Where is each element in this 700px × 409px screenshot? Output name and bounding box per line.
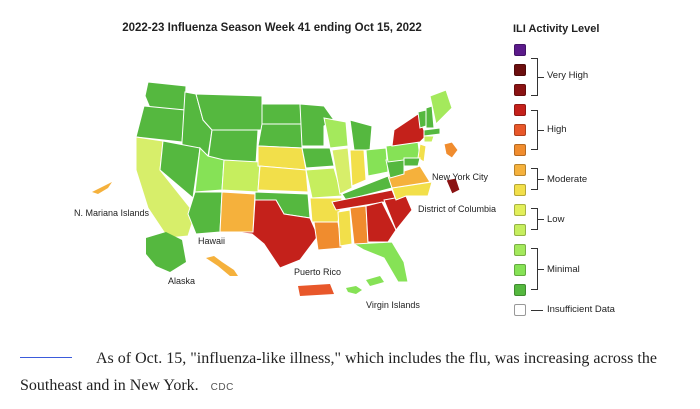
label-dc: District of Columbia	[418, 204, 497, 214]
legend-swatch-minimal-1	[514, 284, 526, 296]
label-mariana: N. Mariana Islands	[74, 208, 150, 218]
legend-bracket-very-high	[531, 58, 538, 96]
legend-swatch-very-high-2	[514, 64, 526, 76]
label-puerto-rico: Puerto Rico	[294, 267, 342, 277]
state-minnesota	[299, 103, 335, 147]
legend-label-low: Low	[547, 214, 565, 225]
label-hawaii: Hawaii	[198, 236, 226, 246]
legend-swatch-minimal-3	[514, 244, 526, 256]
alaska-shape	[146, 232, 186, 272]
state-wisconsin	[323, 117, 349, 149]
state-illinois	[331, 147, 353, 195]
caption-rule	[20, 357, 72, 358]
state-arizona	[187, 191, 223, 235]
legend-bracket-high	[531, 110, 538, 150]
label-alaska: Alaska	[168, 276, 196, 286]
state-ohio	[365, 147, 389, 177]
legend-stub-very-high	[538, 77, 544, 78]
dc-marker	[445, 177, 461, 195]
label-virgin-islands: Virgin Islands	[366, 300, 420, 310]
us-state-map	[92, 81, 461, 296]
legend-label-moderate: Moderate	[547, 174, 588, 185]
legend-bracket-moderate	[531, 168, 538, 190]
state-louisiana	[313, 221, 343, 251]
state-iowa	[301, 147, 335, 169]
new-york-city-marker	[443, 141, 459, 159]
state-south-dakota	[257, 123, 303, 149]
legend-swatch-minimal-2	[514, 264, 526, 276]
caption-text: As of Oct. 15, "influenza-like illness,"…	[20, 350, 657, 394]
state-texas	[231, 199, 319, 269]
caption: As of Oct. 15, "influenza-like illness,"…	[20, 345, 690, 401]
caption-credit: CDC	[210, 382, 234, 393]
legend-label-high: High	[547, 124, 567, 135]
map-title: 2022-23 Influenza Season Week 41 ending …	[122, 22, 422, 34]
state-massachusetts	[423, 127, 441, 137]
influenza-map: N. Mariana Islands Hawaii Alaska Puerto …	[74, 81, 497, 310]
legend-swatch-high-2	[514, 124, 526, 136]
legend-stub-high	[538, 130, 544, 131]
state-virginia	[387, 165, 431, 189]
legend-title: ILI Activity Level	[513, 23, 600, 35]
state-florida	[352, 241, 409, 283]
legend-label-insufficient: Insufficient Data	[547, 304, 615, 315]
state-alabama	[349, 205, 369, 245]
state-mississippi	[337, 209, 353, 247]
virgin-islands-shape	[346, 286, 362, 294]
state-kansas	[257, 165, 309, 193]
legend-stub-moderate	[538, 179, 544, 180]
state-new-york	[391, 113, 427, 147]
legend-swatch-very-high-1	[514, 84, 526, 96]
legend-swatch-low-1	[514, 224, 526, 236]
legend-swatch-moderate-2	[514, 164, 526, 176]
hawaii-shape	[206, 256, 238, 276]
legend-swatch-very-high-3	[514, 44, 526, 56]
state-colorado	[221, 159, 261, 193]
state-maryland	[403, 157, 421, 167]
puerto-rico-shape	[298, 284, 334, 296]
state-washington	[144, 81, 187, 111]
label-new-york-city: New York City	[432, 172, 489, 182]
legend-swatch-insufficient	[514, 304, 526, 316]
mariana-islands-shape	[92, 182, 112, 194]
state-michigan	[349, 119, 373, 151]
virgin-islands-shape-2	[366, 276, 384, 286]
legend-stub-minimal	[538, 269, 544, 270]
legend-stub-insufficient	[531, 310, 543, 311]
legend-bracket-low	[531, 208, 538, 230]
legend-swatch-high-3	[514, 104, 526, 116]
legend-swatch-high-1	[514, 144, 526, 156]
state-connecticut	[423, 135, 435, 143]
state-indiana	[349, 149, 367, 187]
legend-swatch-low-2	[514, 204, 526, 216]
state-north-dakota	[261, 103, 303, 125]
legend-stub-low	[538, 219, 544, 220]
legend-bracket-minimal	[531, 248, 538, 290]
state-new-hampshire	[425, 105, 435, 129]
legend-label-very-high: Very High	[547, 70, 589, 81]
legend-swatch-moderate-1	[514, 184, 526, 196]
state-maine	[429, 89, 453, 126]
state-vermont	[417, 109, 427, 129]
state-new-mexico	[219, 191, 256, 233]
state-missouri	[305, 167, 343, 199]
state-georgia	[365, 201, 397, 243]
state-oregon	[135, 105, 186, 143]
legend-label-minimal: Minimal	[547, 264, 580, 275]
